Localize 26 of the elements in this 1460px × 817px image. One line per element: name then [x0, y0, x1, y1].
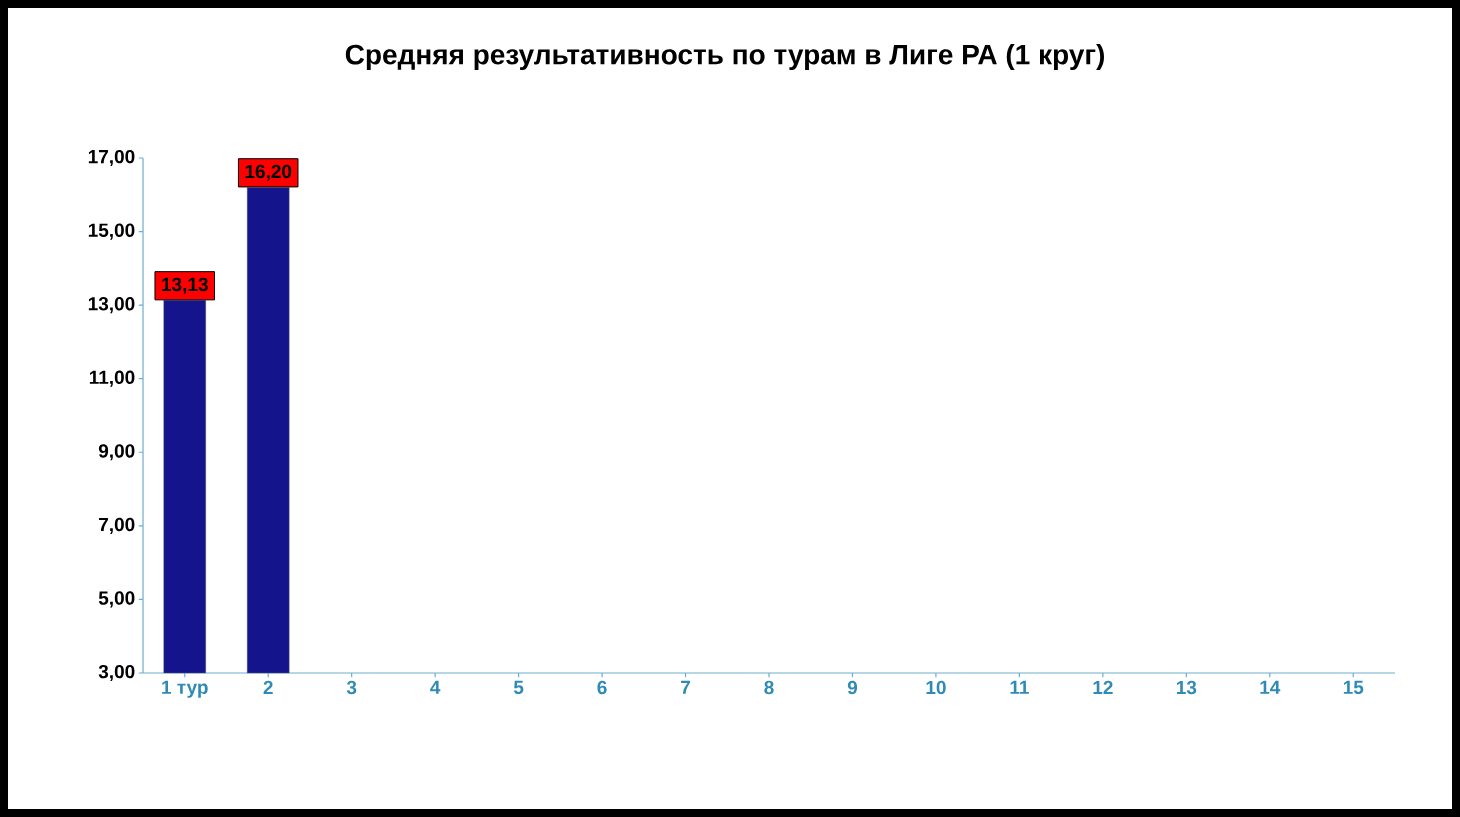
x-tick-label: 3	[346, 680, 357, 695]
y-tick-label: 7,00	[99, 517, 135, 534]
data-label: 13,13	[162, 277, 208, 294]
y-tick-label: 17,00	[88, 149, 135, 167]
y-tick-label: 3,00	[98, 664, 135, 682]
x-tick-label: 12	[1093, 680, 1113, 695]
y-tick-label: 13,00	[88, 297, 135, 314]
x-tick-label: 10	[926, 680, 946, 695]
y-tick-label: 5,00	[98, 591, 135, 608]
x-tick-label: 4	[430, 680, 441, 694]
y-tick-label: 9,00	[98, 444, 135, 461]
x-tick-label: 7	[681, 680, 690, 694]
x-tick-label: 11	[1010, 680, 1029, 694]
data-label: 16,20	[245, 164, 292, 181]
x-tick-label: 1 тур	[162, 680, 208, 698]
y-tick-label: 11,00	[89, 370, 135, 387]
chart-title: Средняя результативность по турам в Лиге РА (1 круг)	[345, 43, 1105, 71]
x-tick-label: 9	[847, 680, 858, 695]
x-tick-label: 13	[1176, 680, 1197, 695]
x-tick-label: 15	[1343, 680, 1364, 695]
x-tick-label: 2	[263, 680, 273, 695]
x-tick-label: 5	[513, 680, 524, 695]
x-tick-label: 6	[597, 680, 607, 695]
x-tick-label: 8	[764, 680, 774, 695]
x-tick-label: 14	[1260, 680, 1281, 694]
y-tick-label: 15,00	[88, 223, 135, 240]
